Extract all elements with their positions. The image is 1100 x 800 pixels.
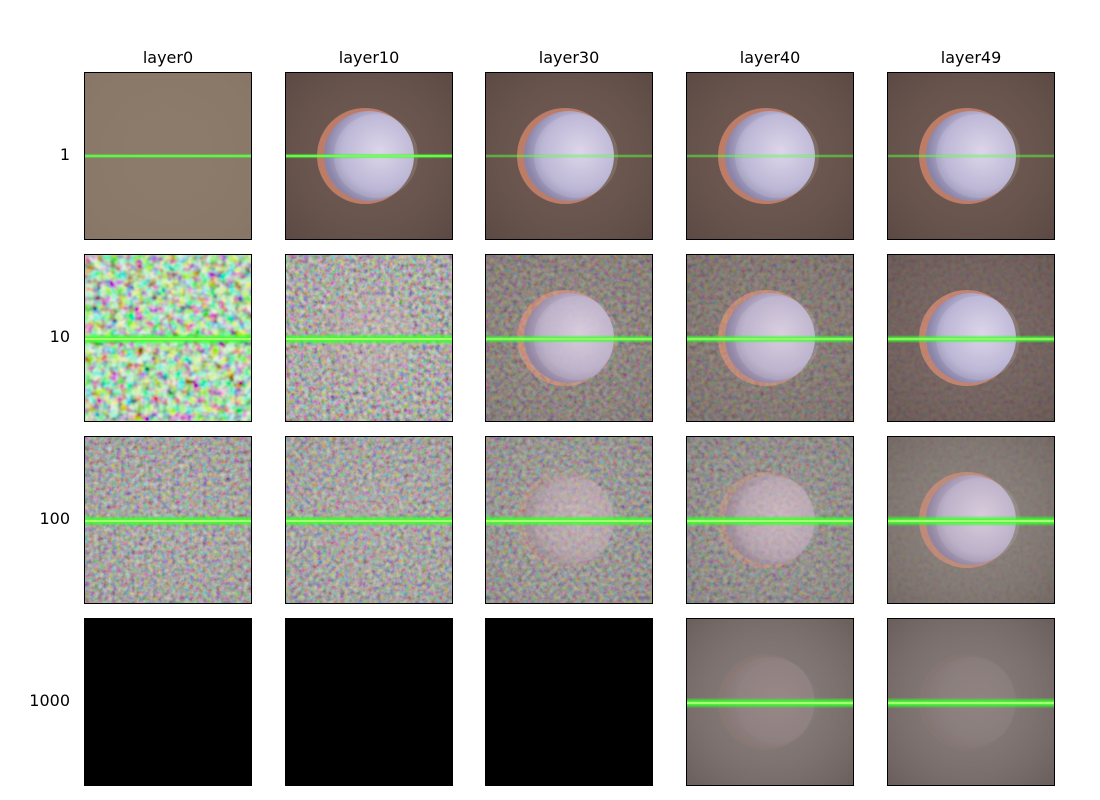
- laser-beam: [85, 515, 251, 527]
- laser-beam: [888, 697, 1054, 709]
- laser-beam: [286, 153, 452, 159]
- render-image: [286, 619, 452, 785]
- column-label-layer40: layer40: [739, 48, 801, 67]
- laser-beam: [888, 154, 1054, 158]
- laser-beam: [888, 335, 1054, 343]
- render-image: [85, 619, 251, 785]
- column-label-layer49: layer49: [940, 48, 1002, 67]
- row-label-100: 100: [39, 509, 70, 528]
- laser-beam: [687, 697, 853, 709]
- laser-beam: [286, 515, 452, 527]
- row-label-10: 10: [49, 327, 70, 346]
- image-cell: [285, 618, 453, 786]
- render-image: [286, 73, 452, 239]
- image-cell: [686, 618, 854, 786]
- laser-beam: [687, 335, 853, 343]
- render-image: [888, 437, 1054, 603]
- image-cell: [686, 72, 854, 240]
- column-label-layer10: layer10: [338, 48, 400, 67]
- render-image: [486, 73, 652, 239]
- render-image: [286, 437, 452, 603]
- render-image: [486, 255, 652, 421]
- laser-beam: [486, 335, 652, 343]
- image-cell: [84, 254, 252, 422]
- image-cell: [686, 436, 854, 604]
- image-cell: [285, 254, 453, 422]
- laser-beam: [85, 333, 251, 345]
- image-cell: [485, 72, 653, 240]
- image-cell: [285, 72, 453, 240]
- image-cell: [887, 254, 1055, 422]
- image-cell: [84, 72, 252, 240]
- row-label-1: 1: [59, 145, 70, 164]
- laser-beam: [486, 515, 652, 527]
- render-image: [486, 437, 652, 603]
- image-cell: [485, 618, 653, 786]
- render-image: [687, 437, 853, 603]
- image-cell: [84, 618, 252, 786]
- column-label-layer30: layer30: [538, 48, 600, 67]
- render-image: [85, 437, 251, 603]
- render-image: [687, 619, 853, 785]
- image-cell: [887, 436, 1055, 604]
- image-cell: [887, 618, 1055, 786]
- render-image: [687, 255, 853, 421]
- render-image: [85, 255, 251, 421]
- row-label-1000: 1000: [29, 691, 70, 710]
- image-cell: [84, 436, 252, 604]
- render-image: [687, 73, 853, 239]
- render-image: [888, 255, 1054, 421]
- render-image: [888, 73, 1054, 239]
- laser-beam: [486, 154, 652, 158]
- column-label-layer0: layer0: [142, 48, 194, 67]
- image-cell: [485, 436, 653, 604]
- image-cell: [285, 436, 453, 604]
- laser-beam: [687, 154, 853, 158]
- laser-beam: [687, 515, 853, 527]
- render-image: [286, 255, 452, 421]
- render-image: [486, 619, 652, 785]
- image-cell: [686, 254, 854, 422]
- image-cell: [887, 72, 1055, 240]
- laser-beam: [286, 333, 452, 345]
- render-image: [85, 73, 251, 239]
- image-cell: [485, 254, 653, 422]
- laser-beam: [888, 515, 1054, 527]
- laser-beam: [85, 153, 251, 159]
- render-image: [888, 619, 1054, 785]
